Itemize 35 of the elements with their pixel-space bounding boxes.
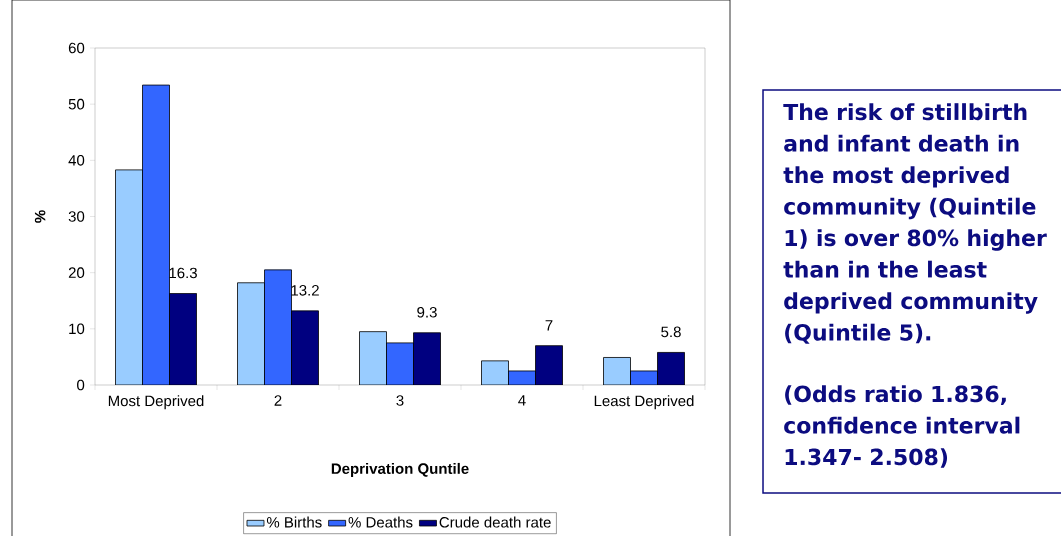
y-tick-label: 40 xyxy=(68,155,85,166)
bar xyxy=(291,310,319,385)
legend-label: % Births xyxy=(266,516,322,528)
y-tick-label: 30 xyxy=(68,211,85,222)
bar xyxy=(237,282,265,385)
bar xyxy=(359,331,387,385)
x-tick-label: 4 xyxy=(518,395,526,406)
bar xyxy=(657,352,685,385)
x-tick-label: Least Deprived xyxy=(594,395,694,410)
legend-label: % Deaths xyxy=(348,516,413,528)
y-tick-label: 0 xyxy=(77,379,85,391)
text: The risk of stillbirth and infant death in the most deprived community (Quintile 1) is over 80% higher than in the least deprived community (Quintile 5). xyxy=(783,103,1047,344)
data-label: 9.3 xyxy=(417,306,437,318)
y-axis-title: % xyxy=(34,210,46,223)
y-tick-label: 10 xyxy=(69,323,85,335)
bar xyxy=(264,269,292,385)
x-tick-label: Most Deprived xyxy=(108,395,204,410)
bar xyxy=(481,360,509,385)
bar xyxy=(386,342,414,385)
x-tick-label: 3 xyxy=(396,395,404,406)
data-label: 5.8 xyxy=(661,326,681,338)
text: (Odds ratio 1.836, confidence interval 1.347- 2.508) xyxy=(784,385,1020,468)
bar xyxy=(603,357,631,385)
bar xyxy=(115,169,143,385)
y-tick-label: 60 xyxy=(68,42,85,54)
x-tick-label: 2 xyxy=(274,395,282,406)
data-label: 7 xyxy=(545,320,553,331)
bar xyxy=(413,332,441,385)
bar xyxy=(535,345,563,385)
legend-label: Crude death rate xyxy=(439,516,551,528)
bar xyxy=(169,293,197,385)
x-axis-title: Deprivation Quntile xyxy=(331,462,469,477)
y-tick-label: 50 xyxy=(68,98,85,110)
bar xyxy=(142,85,170,385)
y-tick-label: 20 xyxy=(68,267,85,278)
